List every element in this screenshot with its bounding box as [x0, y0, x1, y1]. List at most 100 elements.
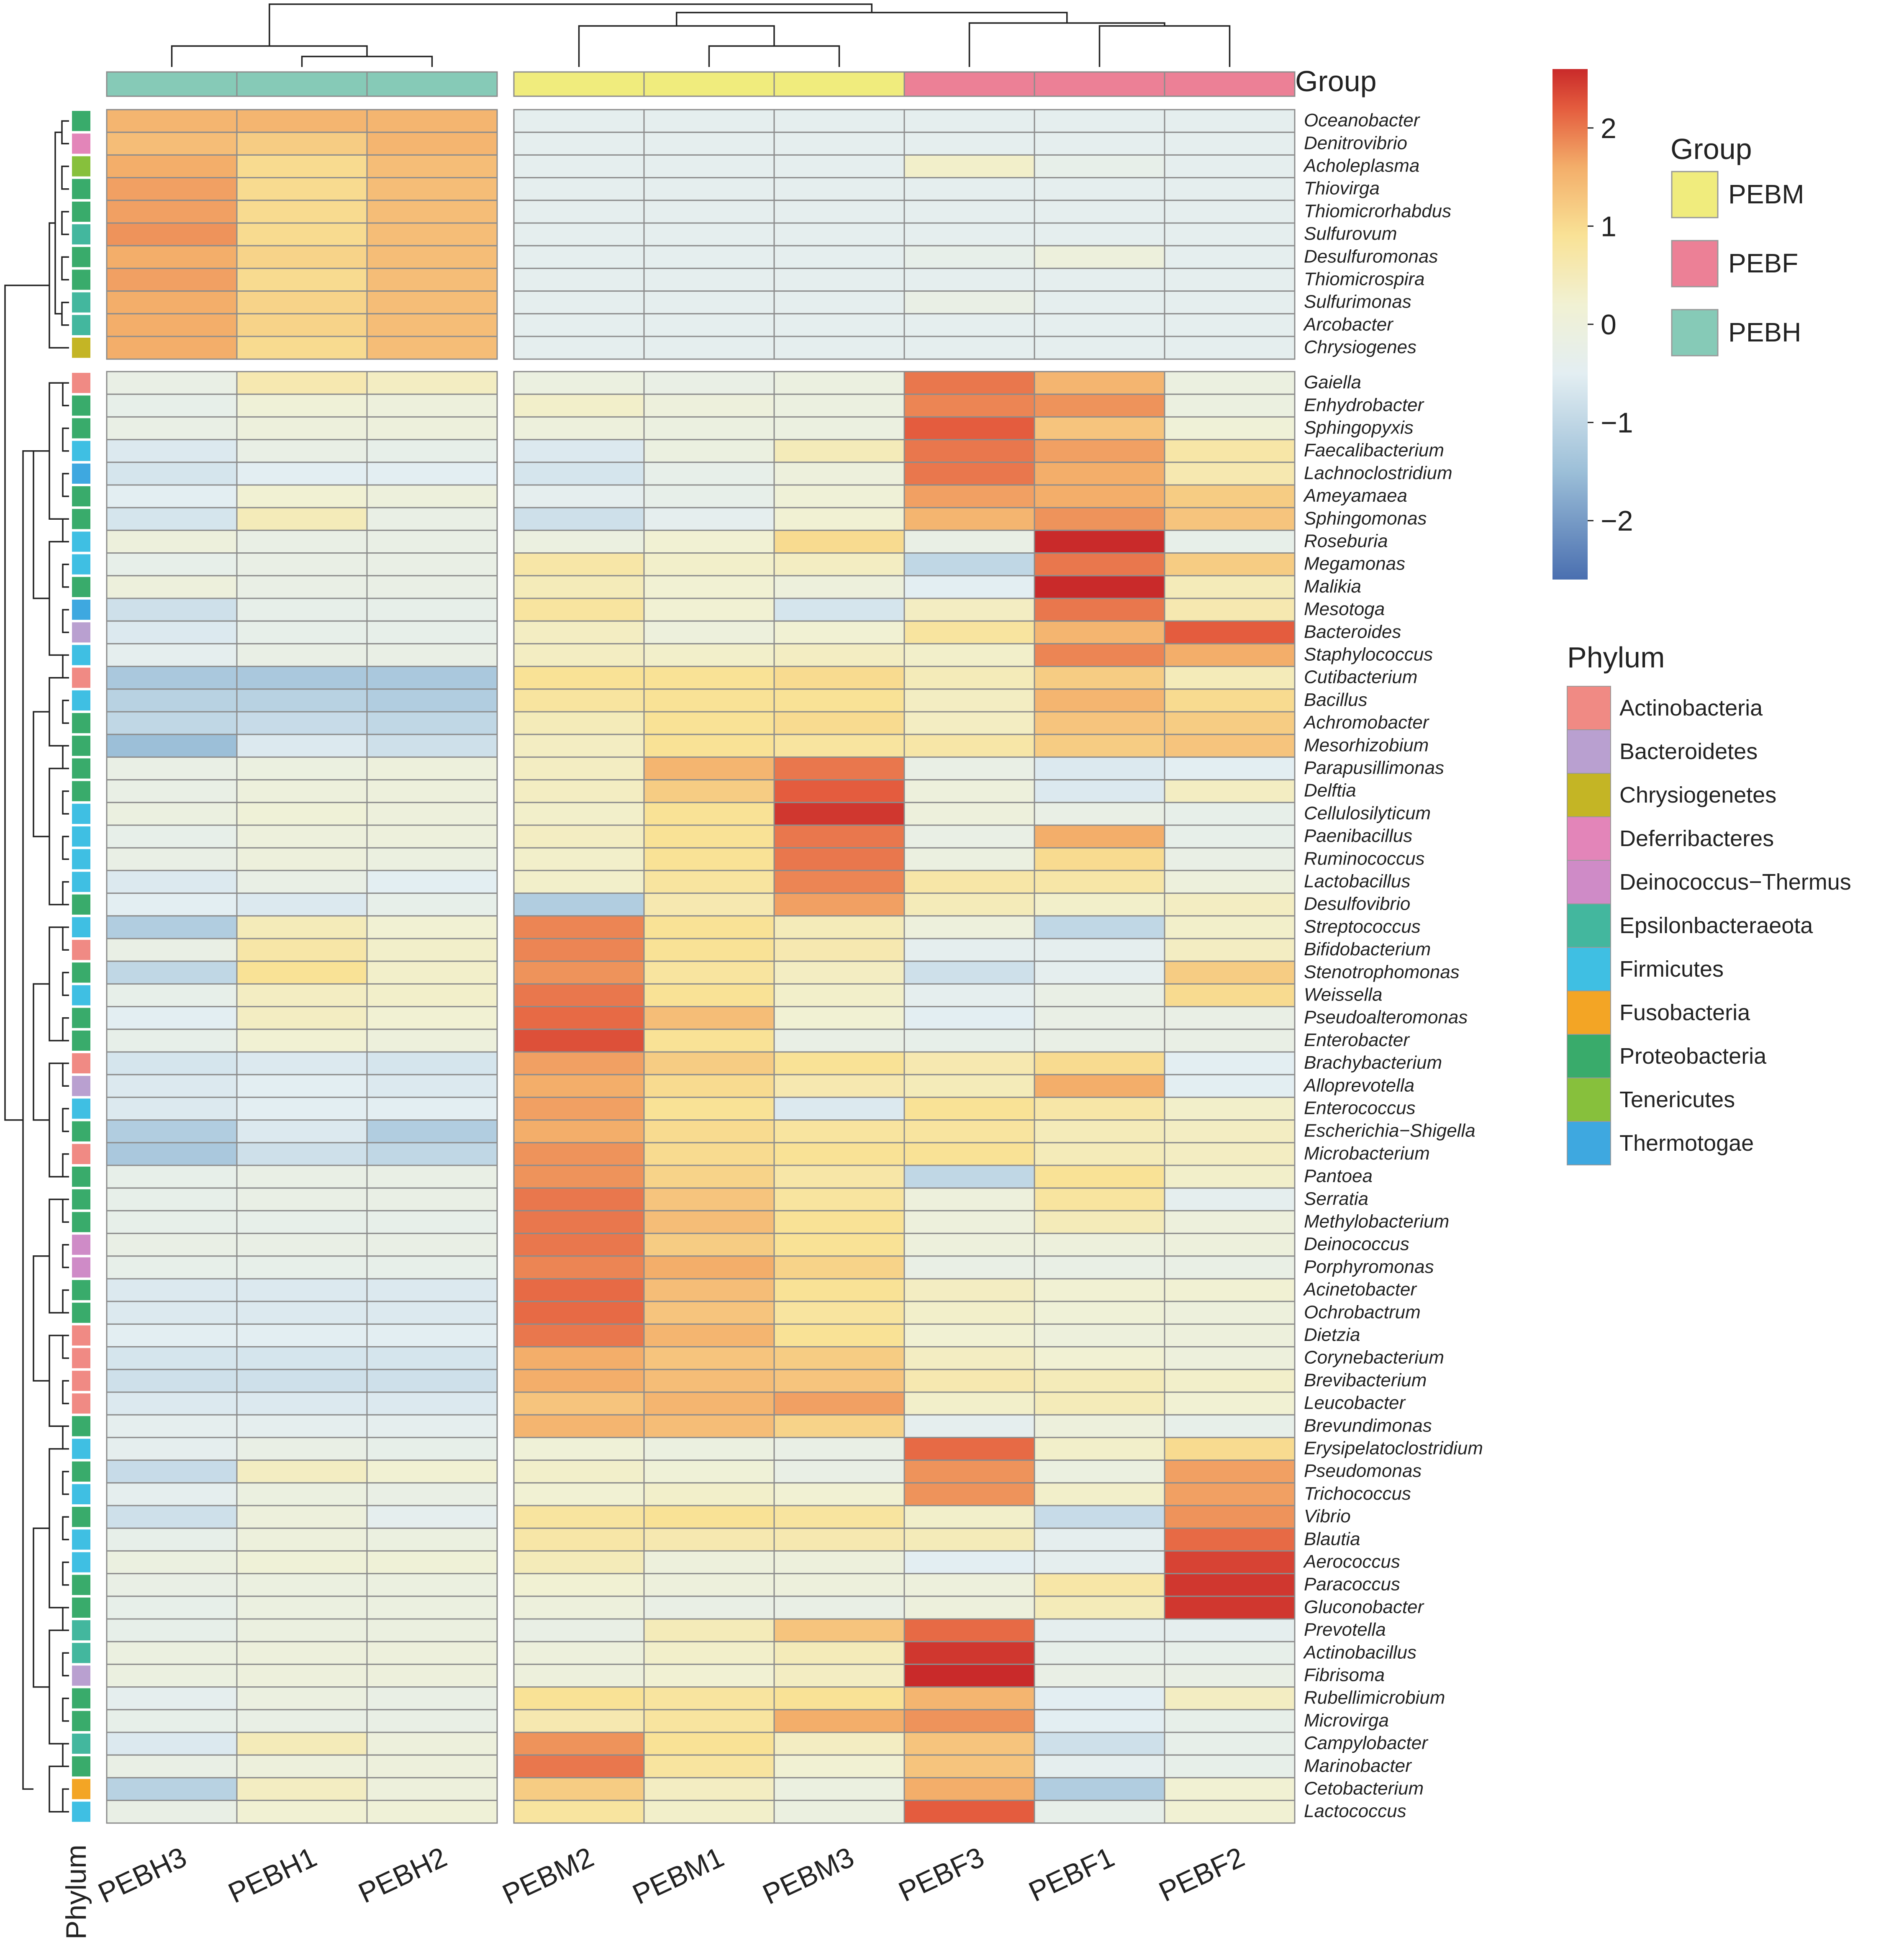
heatmap-cell	[1034, 688, 1165, 713]
heatmap-cell	[106, 439, 238, 463]
row-label: Thiomicrospira	[1304, 269, 1425, 290]
row-label: Bacteroides	[1304, 621, 1401, 642]
heatmap-cell	[1034, 1732, 1165, 1756]
heatmap-cell	[106, 507, 238, 531]
heatmap-cell	[773, 1210, 905, 1234]
heatmap-cell	[903, 1596, 1035, 1620]
heatmap-cell	[1164, 983, 1296, 1008]
heatmap-cell	[773, 802, 905, 826]
dendrogram-branch	[62, 1108, 69, 1132]
heatmap-cell	[236, 870, 368, 894]
heatmap-cell	[1164, 245, 1296, 269]
heatmap-cell	[773, 1505, 905, 1529]
heatmap-cell	[1034, 1391, 1165, 1416]
heatmap-cell	[1034, 1414, 1165, 1438]
heatmap-cell	[1164, 154, 1296, 179]
row-label: Cellulosilyticum	[1304, 803, 1431, 823]
heatmap-cell	[366, 131, 498, 156]
heatmap-cell	[366, 393, 498, 418]
heatmap-cell	[903, 1029, 1035, 1053]
heatmap-cell	[1164, 1550, 1296, 1575]
heatmap-cell	[903, 824, 1035, 849]
heatmap-cell	[236, 1301, 368, 1325]
heatmap-cell	[366, 1142, 498, 1166]
heatmap-cell	[643, 1029, 775, 1053]
heatmap-cell	[513, 1119, 645, 1144]
heatmap-cell	[773, 1437, 905, 1461]
heatmap-cell	[903, 484, 1035, 508]
heatmap-cell	[1034, 1142, 1165, 1166]
heatmap-cell	[1164, 1482, 1296, 1506]
heatmap-cell	[106, 688, 238, 713]
heatmap-cell	[1034, 779, 1165, 803]
heatmap-cell	[236, 154, 368, 179]
phylum-swatch	[72, 338, 90, 358]
heatmap-cell	[106, 1346, 238, 1370]
phylum-swatch	[72, 1053, 90, 1074]
heatmap-cell	[1034, 1255, 1165, 1280]
heatmap-cell	[773, 154, 905, 179]
heatmap-cell	[773, 1051, 905, 1075]
column-label: PEBF1	[1024, 1841, 1119, 1908]
heatmap-cell	[643, 109, 775, 133]
phylum-legend-swatch	[1567, 729, 1611, 774]
phylum-swatch	[72, 1234, 90, 1255]
heatmap-cell	[1164, 870, 1296, 894]
heatmap-cell	[643, 1777, 775, 1801]
heatmap-cell	[643, 779, 775, 803]
heatmap-cell	[773, 1527, 905, 1552]
heatmap-cell	[513, 439, 645, 463]
heatmap-cell	[903, 1482, 1035, 1506]
heatmap-cell	[1164, 290, 1296, 315]
heatmap-cell	[1164, 1029, 1296, 1053]
heatmap-cell	[513, 734, 645, 758]
heatmap-cell	[643, 756, 775, 781]
heatmap-cell	[773, 1482, 905, 1506]
heatmap-cell	[643, 802, 775, 826]
heatmap-cell	[106, 1187, 238, 1211]
phylum-swatch	[72, 1779, 90, 1799]
dendrogram-branch	[33, 711, 49, 837]
row-label: Denitrovibrio	[1304, 133, 1407, 153]
heatmap-cell	[1164, 439, 1296, 463]
heatmap-cell	[1034, 666, 1165, 690]
heatmap-cell	[1164, 734, 1296, 758]
row-label: Leucobacter	[1304, 1393, 1406, 1413]
dendrogram-branch	[4, 285, 49, 1121]
row-label: Stenotrophomonas	[1304, 962, 1460, 982]
group-swatch	[1164, 71, 1296, 97]
heatmap-cell	[903, 109, 1035, 133]
heatmap-cell	[643, 290, 775, 315]
heatmap-cell	[1034, 756, 1165, 781]
heatmap-cell	[106, 371, 238, 395]
heatmap-cell	[236, 507, 368, 531]
phylum-swatch	[72, 418, 90, 439]
phylum-swatch	[72, 803, 90, 824]
heatmap-cell	[236, 1051, 368, 1075]
heatmap-cell	[1164, 313, 1296, 337]
heatmap-cell	[643, 529, 775, 554]
dendrogram-branch	[62, 518, 69, 543]
heatmap-cell	[903, 1391, 1035, 1416]
heatmap-cell	[643, 1596, 775, 1620]
heatmap-cell	[106, 847, 238, 871]
heatmap-cell	[773, 1029, 905, 1053]
heatmap-cell	[903, 802, 1035, 826]
phylum-swatch	[72, 1303, 90, 1323]
heatmap-cell	[366, 245, 498, 269]
row-label: Paracoccus	[1304, 1574, 1400, 1595]
heatmap-cell	[513, 960, 645, 985]
phylum-swatch	[72, 690, 90, 711]
heatmap-cell	[773, 1800, 905, 1824]
dendrogram-branch	[62, 427, 69, 452]
heatmap-cell	[1034, 245, 1165, 269]
row-label: Desulfuromonas	[1304, 246, 1438, 267]
heatmap-cell	[773, 756, 905, 781]
row-label: Prevotella	[1304, 1619, 1386, 1640]
phylum-legend-label: Deferribacteres	[1619, 826, 1774, 851]
heatmap-cell	[513, 938, 645, 962]
dendrogram-branch	[49, 767, 63, 906]
dendrogram-branch	[61, 256, 69, 281]
heatmap-cell	[1034, 1051, 1165, 1075]
heatmap-cell	[236, 1165, 368, 1189]
